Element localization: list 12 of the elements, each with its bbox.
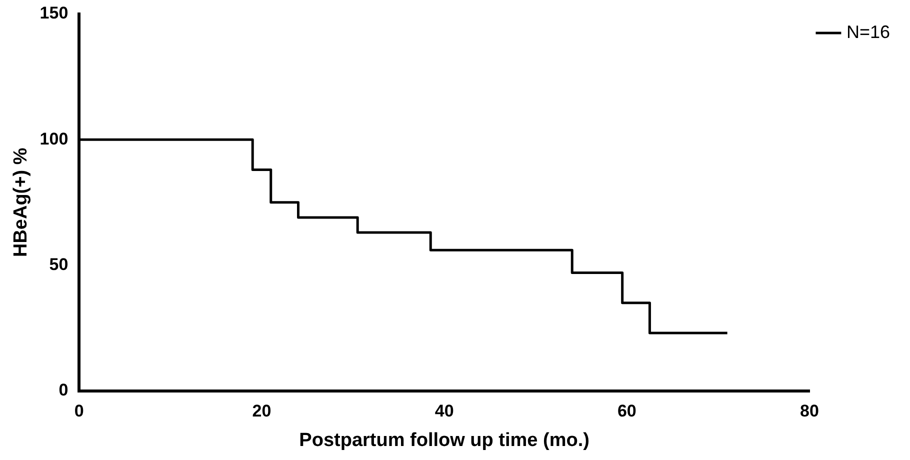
- y-axis-title: HBeAg(+) %: [10, 148, 32, 258]
- x-tick-label: 40: [434, 402, 454, 421]
- x-tick-label: 0: [74, 402, 84, 421]
- y-tick-label: 100: [40, 129, 68, 148]
- y-tick-label: 50: [49, 254, 68, 274]
- y-tick-label: 0: [58, 380, 68, 400]
- x-tick-label: 80: [800, 402, 819, 421]
- x-tick-label: 20: [252, 402, 272, 421]
- y-tick-label: 150: [40, 4, 68, 23]
- x-axis-title: Postpartum follow up time (mo.): [299, 430, 590, 451]
- x-tick-label: 60: [617, 402, 636, 421]
- legend-label: N=16: [846, 22, 890, 42]
